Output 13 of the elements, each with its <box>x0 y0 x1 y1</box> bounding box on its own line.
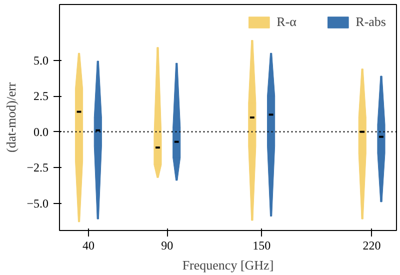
x-tick-label: 150 <box>252 238 271 252</box>
legend-label: R-α <box>276 14 297 30</box>
y-tick-label: 0.0 <box>34 124 48 139</box>
y-tick-label: 2.5 <box>34 89 48 104</box>
x-tick-label: 90 <box>161 238 174 252</box>
x-tick-label: 220 <box>362 238 381 252</box>
y-tick-label: 5.0 <box>34 53 48 68</box>
y-tick-label: −2.5 <box>26 160 49 175</box>
x-tick-label: 40 <box>82 238 94 252</box>
y-axis-title: (dat-mod)/err <box>4 82 19 153</box>
legend-label: R-abs <box>356 14 386 30</box>
x-axis-title: Frequency [GHz] <box>182 258 274 272</box>
y-tick-label: −5.0 <box>26 196 49 210</box>
